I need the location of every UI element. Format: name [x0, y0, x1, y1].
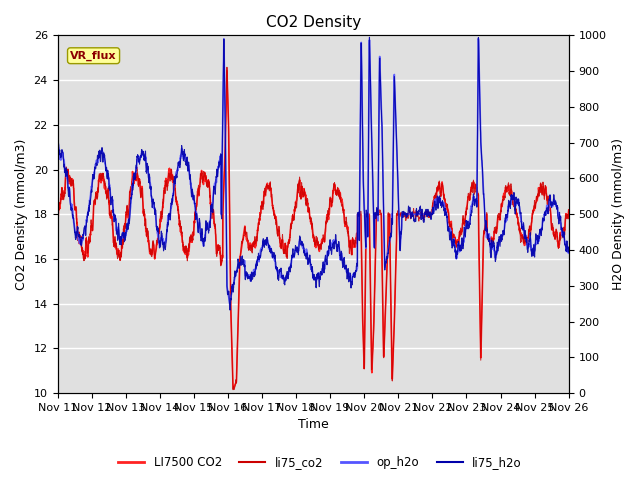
Legend: LI7500 CO2, li75_co2, op_h2o, li75_h2o: LI7500 CO2, li75_co2, op_h2o, li75_h2o	[113, 452, 527, 474]
Text: VR_flux: VR_flux	[70, 50, 117, 61]
X-axis label: Time: Time	[298, 419, 328, 432]
Y-axis label: CO2 Density (mmol/m3): CO2 Density (mmol/m3)	[15, 139, 28, 290]
Title: CO2 Density: CO2 Density	[266, 15, 361, 30]
Y-axis label: H2O Density (mmol/m3): H2O Density (mmol/m3)	[612, 138, 625, 290]
